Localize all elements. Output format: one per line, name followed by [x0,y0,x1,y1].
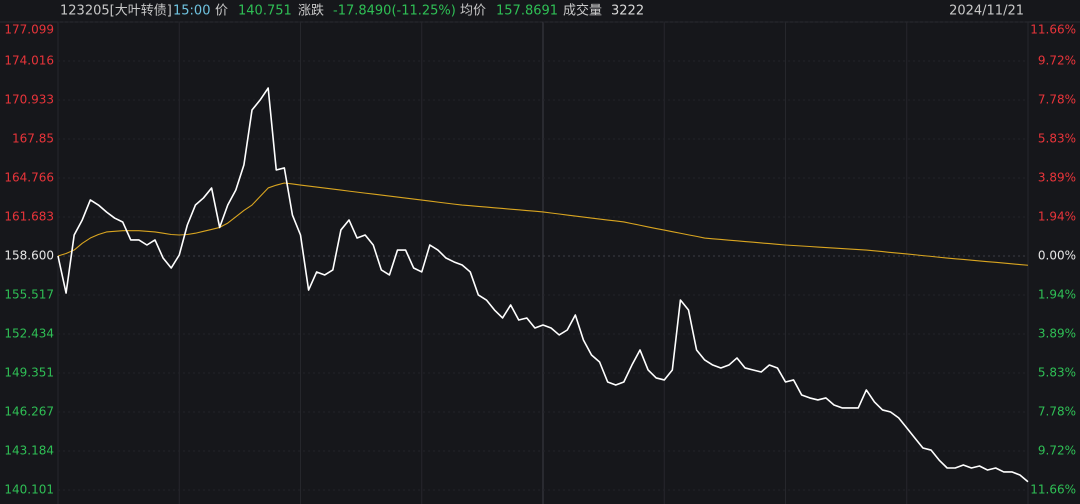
y-tick-label: 177.099 [4,23,54,37]
y2-tick-label: 9.72% [1038,444,1076,458]
y-tick-label: 164.766 [4,171,54,185]
y-tick-label: 161.683 [4,210,54,224]
header-text: 157.8691 [496,4,558,19]
header-text: -17.8490(-11.25%) [333,4,456,19]
y-tick-label: 143.184 [4,444,54,458]
y2-tick-label: 9.72% [1038,53,1076,67]
y-tick-label: 149.351 [4,365,54,379]
y2-tick-label: 0.00% [1038,249,1076,263]
y-tick-label: 140.101 [4,483,54,497]
y-tick-label: 170.933 [4,92,54,106]
header-text: 123205[大叶转债] [60,4,172,19]
y-tick-label: 155.517 [4,287,54,301]
header-text: 140.751 [238,4,292,19]
y-tick-label: 158.600 [4,249,54,263]
header-text: 成交量 [563,3,602,19]
header-text: 价 [215,4,228,19]
header-text: 涨跌 [298,3,324,19]
y2-tick-label: 7.78% [1038,92,1076,106]
header-text: 均价 [460,4,486,19]
y2-tick-label: 5.83% [1038,366,1076,380]
y2-tick-label: 3.89% [1038,170,1076,184]
y2-tick-label: 5.83% [1038,132,1076,146]
y2-tick-label: 1.94% [1038,287,1076,301]
y2-tick-label: 11.66% [1030,483,1076,497]
y-tick-label: 174.016 [4,53,54,67]
header-text: 15:00 [173,4,210,19]
line-series [57,87,1029,483]
y2-tick-label: 11.66% [1030,23,1076,37]
y-tick-label: 152.434 [4,326,54,340]
header-text: 3222 [611,4,644,19]
y-tick-label: 146.267 [4,405,54,419]
date: 2024/11/21 [949,4,1024,19]
y2-tick-label: 7.78% [1038,405,1076,419]
y2-tick-label: 1.94% [1038,210,1076,224]
y2-tick-label: 3.89% [1038,327,1076,341]
y-tick-label: 167.85 [12,131,54,145]
